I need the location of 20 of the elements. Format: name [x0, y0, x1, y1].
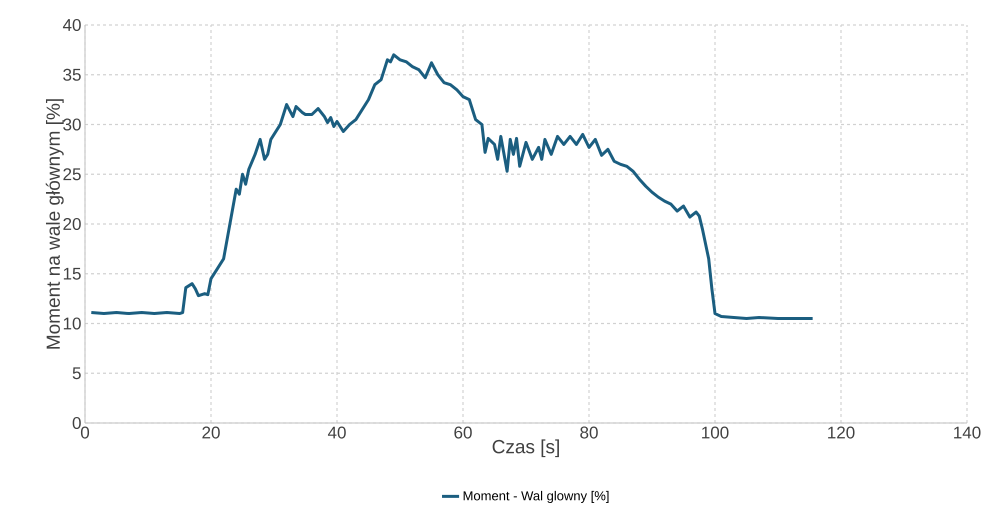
y-tick-label: 25	[63, 168, 81, 180]
y-tick-label: 10	[64, 317, 81, 330]
y-tick-label: 30	[63, 118, 81, 131]
y-tick-label: 40	[62, 18, 81, 32]
y-axis-title: Moment na wale głównym [%]	[46, 99, 64, 349]
x-tick-label: 60	[454, 426, 472, 439]
y-tick-label: 15	[64, 268, 81, 280]
x-tick-label: 120	[828, 426, 855, 439]
x-tick-label: 100	[702, 426, 729, 439]
legend-label: Moment - Wal glowny [%]	[464, 490, 609, 503]
y-tick-label: 35	[63, 68, 81, 81]
x-axis-title: Czas [s]	[492, 439, 559, 458]
x-tick-label: 80	[580, 426, 598, 439]
x-tick-label: 20	[202, 426, 220, 439]
x-tick-label: 140	[954, 426, 981, 439]
x-tick-label: 40	[328, 426, 346, 439]
y-tick-label: 20	[63, 218, 81, 230]
y-tick-label: 0	[72, 416, 81, 430]
y-tick-label: 5	[72, 367, 81, 380]
x-tick-label: 0	[80, 426, 90, 439]
